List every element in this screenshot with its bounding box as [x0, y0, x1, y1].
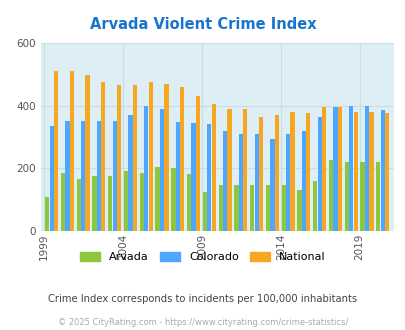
Bar [180, 87, 184, 231]
Bar [132, 85, 137, 231]
Bar [117, 85, 121, 231]
Bar [202, 192, 207, 231]
Bar [270, 139, 274, 231]
Bar [218, 184, 222, 231]
Bar [164, 84, 168, 231]
Bar [187, 174, 191, 231]
Bar [54, 71, 58, 231]
Bar [124, 172, 128, 231]
Bar [337, 107, 341, 231]
Bar [155, 167, 159, 231]
Bar [321, 107, 326, 231]
Bar [227, 109, 231, 231]
Bar [234, 184, 238, 231]
Bar [375, 162, 379, 231]
Bar [317, 116, 321, 231]
Bar [211, 104, 215, 231]
Bar [328, 160, 333, 231]
Bar [281, 184, 285, 231]
Bar [77, 179, 81, 231]
Bar [305, 114, 310, 231]
Bar [207, 124, 211, 231]
Bar [112, 121, 117, 231]
Bar [243, 109, 247, 231]
Bar [265, 184, 269, 231]
Bar [333, 107, 337, 231]
Bar [296, 190, 301, 231]
Bar [360, 162, 364, 231]
Bar [254, 134, 258, 231]
Text: Crime Index corresponds to incidents per 100,000 inhabitants: Crime Index corresponds to incidents per… [48, 294, 357, 304]
Bar [195, 96, 200, 231]
Text: © 2025 CityRating.com - https://www.cityrating.com/crime-statistics/: © 2025 CityRating.com - https://www.city… [58, 318, 347, 327]
Bar [148, 82, 152, 231]
Bar [191, 123, 195, 231]
Bar [175, 122, 179, 231]
Bar [222, 131, 227, 231]
Bar [108, 176, 112, 231]
Bar [301, 131, 305, 231]
Legend: Arvada, Colorado, National: Arvada, Colorado, National [76, 248, 329, 267]
Bar [139, 173, 144, 231]
Bar [384, 114, 388, 231]
Bar [92, 176, 96, 231]
Bar [348, 106, 352, 231]
Bar [290, 112, 294, 231]
Bar [286, 134, 290, 231]
Bar [369, 112, 373, 231]
Bar [353, 112, 357, 231]
Bar [344, 162, 348, 231]
Bar [45, 197, 49, 231]
Bar [85, 75, 90, 231]
Bar [258, 116, 262, 231]
Bar [144, 106, 148, 231]
Bar [96, 121, 101, 231]
Bar [101, 82, 105, 231]
Bar [128, 115, 132, 231]
Bar [171, 168, 175, 231]
Bar [70, 71, 74, 231]
Bar [364, 106, 368, 231]
Bar [312, 181, 317, 231]
Bar [65, 121, 69, 231]
Bar [160, 109, 164, 231]
Text: Arvada Violent Crime Index: Arvada Violent Crime Index [90, 17, 315, 32]
Bar [238, 134, 243, 231]
Bar [249, 184, 254, 231]
Bar [49, 126, 53, 231]
Bar [61, 173, 65, 231]
Bar [81, 121, 85, 231]
Bar [380, 110, 384, 231]
Bar [274, 115, 278, 231]
